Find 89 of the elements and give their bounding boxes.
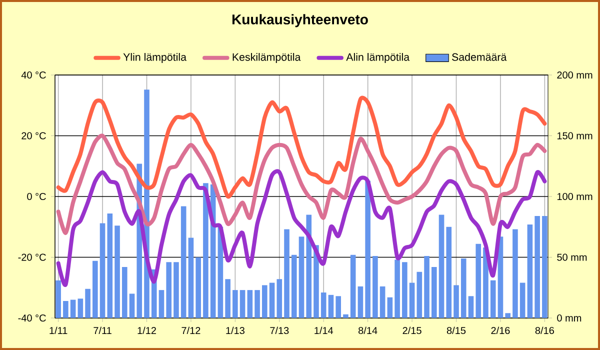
bar <box>284 229 290 318</box>
bar <box>56 280 61 318</box>
bar <box>298 236 304 318</box>
bar <box>416 272 422 318</box>
x-tick-label: 8/16 <box>535 326 554 334</box>
y2-tick-label: 50 mm <box>557 254 587 261</box>
x-tick-label: 7/13 <box>270 326 289 334</box>
bar <box>505 313 510 318</box>
bar <box>542 216 548 318</box>
bar <box>527 224 533 318</box>
legend-label: Keskilämpötila <box>232 53 301 63</box>
x-tick-label: 1/11 <box>50 326 68 334</box>
x-tick-label: 2/16 <box>491 326 510 334</box>
y-tick-label: -20 °C <box>18 254 46 261</box>
bar <box>520 282 526 318</box>
y2-tick-label: 100 mm <box>557 192 592 200</box>
y2-tick-label: 200 mm <box>557 71 592 79</box>
bar <box>336 296 341 318</box>
bar <box>438 214 444 318</box>
x-tick-label: 1/12 <box>138 326 156 334</box>
y2-tick-label: 0 mm <box>557 314 582 322</box>
bar <box>247 290 253 318</box>
bar <box>431 266 437 318</box>
line-series <box>56 170 547 287</box>
bar <box>460 258 466 318</box>
bar <box>63 300 68 318</box>
y-tick-label: 40 °C <box>21 71 46 79</box>
x-tick-label: 7/11 <box>94 326 112 334</box>
y-tick-label: -40 °C <box>18 314 46 322</box>
bar <box>402 262 408 318</box>
bar <box>269 282 275 318</box>
x-tick-label: 7/12 <box>182 326 200 334</box>
x-tick-label: 8/15 <box>446 326 466 334</box>
x-tick-label: 1/13 <box>226 326 244 334</box>
bar <box>232 290 238 318</box>
bar <box>188 238 194 318</box>
y-tick-label: 20 °C <box>22 132 46 140</box>
bar <box>291 254 297 318</box>
x-tick-label: 2/15 <box>402 326 422 334</box>
y2-tick-label: 150 mm <box>557 132 592 140</box>
bar <box>262 285 268 318</box>
bar <box>166 262 172 318</box>
bar <box>512 229 518 318</box>
bar <box>174 262 179 318</box>
legend-label: Ylin lämpötila <box>123 53 186 63</box>
bar <box>225 279 230 318</box>
legend-label: Sademäärä <box>452 53 507 61</box>
legend-label: Alin lämpötila <box>346 53 410 63</box>
bar <box>107 214 113 318</box>
bar <box>114 226 120 318</box>
bar <box>122 266 128 318</box>
bar <box>476 244 482 318</box>
bar <box>365 180 370 318</box>
bar <box>409 282 415 318</box>
bar <box>387 297 393 318</box>
bar <box>468 296 474 318</box>
bar <box>454 285 459 318</box>
line-series <box>56 97 547 199</box>
bar <box>446 226 452 318</box>
bar <box>196 257 201 318</box>
bar <box>100 223 106 318</box>
bar <box>92 260 98 318</box>
bar <box>490 280 496 318</box>
bar <box>306 214 312 318</box>
bar <box>254 290 260 318</box>
chart-title: Kuukausiyhteenveto <box>232 14 368 28</box>
bar <box>203 183 208 318</box>
bar <box>343 314 348 318</box>
line-series <box>56 134 547 235</box>
bar <box>534 216 540 318</box>
bar <box>85 288 90 318</box>
y-tick-label: 0 °C <box>27 192 46 200</box>
bar <box>276 279 282 318</box>
bar <box>350 254 356 318</box>
bar <box>129 294 135 318</box>
bar <box>70 300 76 318</box>
bar <box>158 290 164 318</box>
bar <box>380 286 386 318</box>
bar <box>424 256 430 318</box>
x-tick-label: 1/14 <box>314 326 334 334</box>
bar <box>180 206 186 318</box>
x-tick-label: 8/14 <box>358 326 378 334</box>
bar <box>78 298 84 318</box>
bar <box>358 286 364 318</box>
bar <box>240 290 246 318</box>
bar <box>328 294 334 318</box>
bar <box>372 256 378 318</box>
bar <box>394 260 400 318</box>
bar <box>320 292 326 318</box>
